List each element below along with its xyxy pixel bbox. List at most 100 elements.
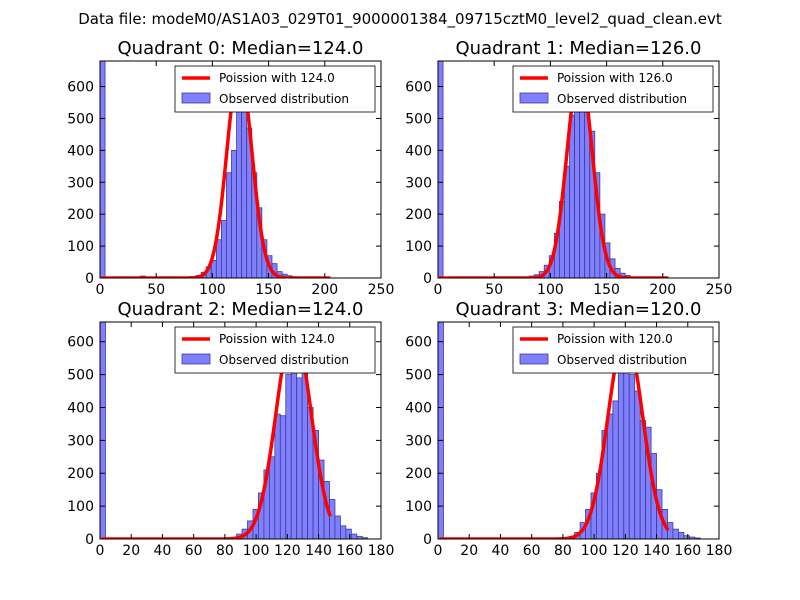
histogram-bar bbox=[334, 515, 341, 539]
x-tick-label: 0 bbox=[434, 543, 443, 559]
y-tick-label: 500 bbox=[67, 111, 94, 127]
y-tick-label: 200 bbox=[405, 207, 432, 223]
legend-bar-swatch bbox=[181, 353, 211, 365]
legend-bar-swatch bbox=[181, 92, 211, 104]
axes-frame bbox=[99, 60, 382, 279]
x-tick-label: 150 bbox=[255, 282, 282, 298]
y-tick-label: 200 bbox=[67, 466, 94, 482]
y-tick-label: 100 bbox=[405, 239, 432, 255]
subplot-title: Quadrant 2: Median=124.0 bbox=[118, 299, 364, 320]
y-tick-label: 500 bbox=[405, 368, 432, 384]
y-tick-label: 600 bbox=[67, 80, 94, 96]
x-tick-label: 100 bbox=[243, 543, 270, 559]
y-tick-label: 600 bbox=[67, 335, 94, 351]
x-tick-label: 0 bbox=[96, 282, 105, 298]
subplot-grid: Quadrant 0: Median=124.00 50 100 150 200 2500… bbox=[67, 38, 732, 559]
histogram-bar bbox=[606, 413, 614, 539]
x-tick-label: 180 bbox=[706, 543, 733, 559]
histogram-bar bbox=[231, 149, 237, 278]
x-tick-label: 180 bbox=[368, 543, 395, 559]
y-tick-label: 500 bbox=[67, 368, 94, 384]
histogram-bar bbox=[617, 370, 625, 539]
histogram-bar bbox=[226, 172, 232, 278]
y-tick-label: 0 bbox=[85, 271, 94, 287]
y-tick-label: 100 bbox=[67, 239, 94, 255]
legend-bar-swatch bbox=[519, 353, 549, 365]
legend: Poission with 124.0 Observed distribution bbox=[174, 326, 376, 374]
y-tick-label: 400 bbox=[405, 400, 432, 416]
legend-box bbox=[174, 65, 376, 113]
histogram-bar bbox=[628, 374, 636, 539]
x-tick-label: 100 bbox=[581, 543, 608, 559]
histogram-bar bbox=[438, 322, 444, 539]
histogram-bar bbox=[220, 220, 227, 278]
y-tick-label: 200 bbox=[67, 207, 94, 223]
histogram-bar bbox=[345, 528, 352, 539]
x-tick-label: 160 bbox=[674, 543, 701, 559]
legend: Poission with 120.0 Observed distribution bbox=[512, 326, 714, 374]
x-tick-label: 40 bbox=[492, 543, 510, 559]
histogram-bar bbox=[672, 528, 679, 539]
subplot-title: Quadrant 3: Median=120.0 bbox=[456, 299, 702, 320]
y-tick-label: 600 bbox=[405, 335, 432, 351]
legend-curve-label: Poission with 124.0 bbox=[219, 332, 335, 346]
y-tick-label: 400 bbox=[405, 143, 432, 159]
x-tick-label: 60 bbox=[523, 543, 541, 559]
axes-frame bbox=[99, 321, 382, 540]
figure-suptitle: Data file: modeM0/AS1A03_029T01_90000013… bbox=[78, 10, 722, 29]
histogram-bar bbox=[329, 499, 336, 539]
subplot-quadrant-3: Quadrant 3: Median=120.00 20 40 60 80 100 120 1… bbox=[405, 299, 732, 559]
legend: Poission with 126.0 Observed distribution bbox=[512, 65, 714, 113]
subplot-quadrant-0: Quadrant 0: Median=124.0 0 50 100 150 200 250 0… bbox=[67, 38, 394, 298]
x-tick-label: 150 bbox=[593, 282, 620, 298]
y-tick-label: 0 bbox=[423, 271, 432, 287]
x-tick-label: 120 bbox=[612, 543, 639, 559]
y-tick-label: 200 bbox=[405, 466, 432, 482]
x-tick-label: 60 bbox=[185, 543, 203, 559]
legend-bar-label: Observed distribution bbox=[557, 92, 687, 106]
histogram-bar bbox=[438, 61, 444, 278]
histogram-bar bbox=[574, 92, 581, 278]
x-tick-label: 250 bbox=[368, 282, 395, 298]
y-tick-label: 600 bbox=[405, 80, 432, 96]
legend-curve-label: Poission with 124.0 bbox=[219, 71, 335, 85]
histogram-bar bbox=[100, 61, 106, 278]
histogram-bar bbox=[296, 377, 303, 539]
x-tick-label: 200 bbox=[649, 282, 676, 298]
histogram-bar bbox=[678, 532, 685, 539]
histogram-bar bbox=[215, 239, 222, 278]
axes-frame bbox=[437, 321, 720, 540]
y-tick-label: 100 bbox=[67, 499, 94, 515]
histogram-bar bbox=[350, 533, 358, 539]
x-tick-label: 20 bbox=[122, 543, 140, 559]
x-tick-label: 140 bbox=[305, 543, 332, 559]
legend-box bbox=[512, 326, 714, 374]
histogram-bar bbox=[274, 413, 281, 539]
legend-curve-label: Poission with 126.0 bbox=[557, 71, 673, 85]
subplot-quadrant-1: Quadrant 1: Median=126.0 0 50 100 150 200 250 0… bbox=[405, 38, 732, 298]
y-tick-label: 300 bbox=[405, 433, 432, 449]
x-tick-label: 20 bbox=[460, 543, 478, 559]
histogram-bar bbox=[667, 522, 674, 539]
y-tick-label: 0 bbox=[423, 532, 432, 548]
histogram-bar bbox=[612, 400, 619, 539]
y-tick-label: 0 bbox=[85, 532, 94, 548]
y-tick-label: 400 bbox=[67, 400, 94, 416]
x-tick-label: 80 bbox=[216, 543, 234, 559]
y-tick-label: 100 bbox=[405, 499, 432, 515]
histogram-bar bbox=[361, 537, 369, 539]
histogram-bar bbox=[634, 390, 641, 539]
x-tick-label: 140 bbox=[643, 543, 670, 559]
histogram-bar bbox=[100, 322, 106, 539]
legend: Poission with 124.0 Observed distribution bbox=[174, 65, 376, 113]
y-tick-label: 300 bbox=[67, 175, 94, 191]
subplot-title: Quadrant 1: Median=126.0 bbox=[456, 38, 702, 59]
legend-bar-label: Observed distribution bbox=[557, 353, 687, 367]
x-tick-label: 100 bbox=[199, 282, 226, 298]
legend-bar-label: Observed distribution bbox=[219, 92, 349, 106]
histogram-bar bbox=[285, 374, 292, 539]
x-tick-label: 250 bbox=[706, 282, 733, 298]
axes-frame bbox=[437, 60, 720, 279]
x-tick-label: 100 bbox=[537, 282, 564, 298]
